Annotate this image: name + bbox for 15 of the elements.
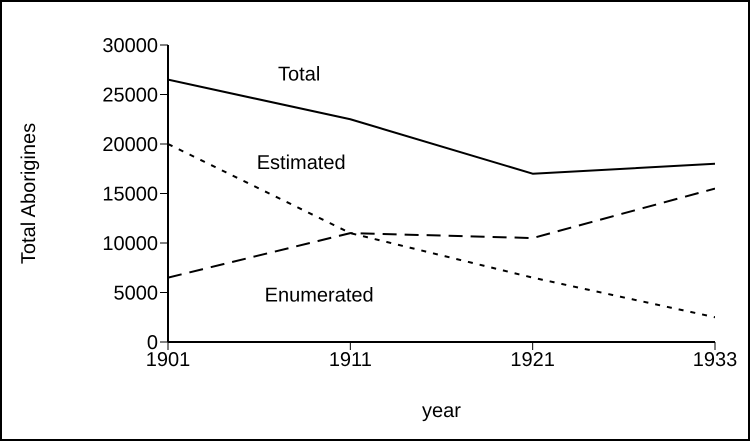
x-tick-label: 1921 — [510, 349, 555, 372]
x-axis-title: year — [422, 400, 462, 422]
x-tick-label: 1901 — [146, 349, 190, 372]
x-tick-label: 1911 — [328, 349, 372, 372]
x-tick-label: 1933 — [692, 349, 738, 372]
y-tick-label: 30000 — [102, 35, 158, 58]
y-tick-label: 15000 — [102, 184, 158, 206]
y-tick-label: 25000 — [102, 84, 158, 107]
y-tick-label: 5000 — [114, 282, 158, 305]
series-label: Enumerated — [264, 284, 374, 307]
y-tick-label: 10000 — [102, 233, 158, 256]
y-tick-label: 20000 — [102, 134, 158, 156]
y-axis-title: Total Aborigines — [18, 122, 40, 264]
series-label: Estimated — [256, 152, 346, 174]
series-label: Total — [278, 64, 320, 86]
